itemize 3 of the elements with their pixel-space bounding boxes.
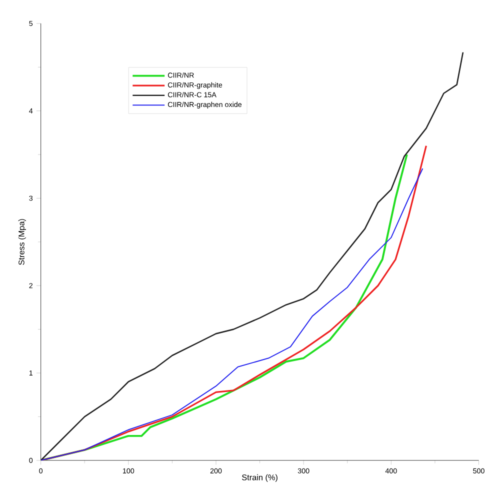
y-axis-title: Stress (Mpa) bbox=[18, 219, 26, 265]
line-series bbox=[40, 52, 464, 460]
x-axis-title: Strain (%) bbox=[242, 474, 278, 482]
